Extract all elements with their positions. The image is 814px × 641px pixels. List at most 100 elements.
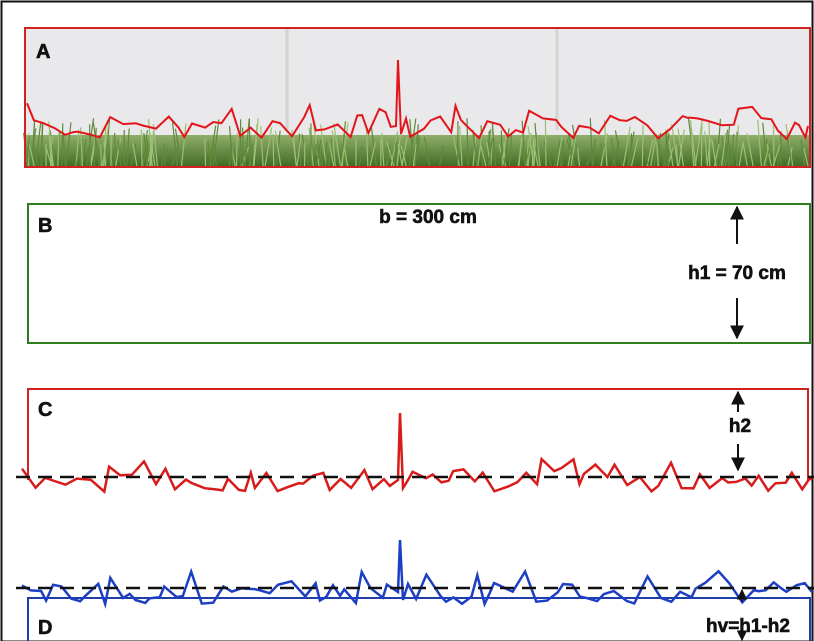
- grass-blade: [787, 139, 793, 167]
- grass-blade: [642, 146, 650, 167]
- grass-blade: [132, 143, 138, 167]
- grass-blade: [212, 119, 220, 167]
- grass-blade: [130, 143, 137, 167]
- grass-blade: [62, 132, 66, 167]
- grass-blade: [50, 136, 53, 167]
- grass-blade: [592, 138, 596, 167]
- grass-blade: [503, 128, 510, 167]
- grass-blade: [762, 139, 768, 167]
- height-label: h2: [729, 416, 751, 437]
- grass-blade: [409, 119, 415, 167]
- grass-blade: [264, 127, 273, 167]
- grass-blade: [704, 131, 708, 167]
- grass-blade: [358, 146, 363, 167]
- grass-blade: [488, 131, 492, 167]
- grass-blade: [439, 145, 444, 167]
- grass-blade: [385, 147, 389, 167]
- grass-blade: [65, 122, 72, 167]
- grass-blade: [452, 136, 461, 167]
- grass-blade: [171, 146, 179, 167]
- grass-blade: [520, 143, 527, 167]
- grass-blade: [298, 133, 302, 167]
- grass-blade: [725, 124, 731, 167]
- grass-blade: [228, 144, 232, 167]
- grass-blade: [517, 136, 523, 167]
- panel-label: B: [38, 215, 52, 237]
- panel-label: C: [38, 399, 52, 421]
- grass-blade: [253, 118, 259, 167]
- grass-blade: [776, 146, 783, 167]
- grass-blade: [764, 143, 772, 167]
- grass-blade: [700, 118, 703, 167]
- grass-blade: [331, 130, 336, 167]
- grass-blade: [397, 143, 403, 167]
- grass-blade: [381, 132, 385, 167]
- grass-blade: [48, 132, 52, 167]
- grass-blade: [656, 142, 659, 167]
- canopy-outline: [20, 412, 813, 494]
- grass-blade: [140, 129, 143, 167]
- panel-b: B b = 300 cm h1 = 70 cm: [27, 203, 811, 344]
- grass-blade: [292, 133, 297, 167]
- panel-label: D: [38, 617, 52, 639]
- grass-blade: [117, 139, 122, 167]
- grass-blade: [301, 133, 310, 167]
- grass-blade: [328, 142, 335, 167]
- grass-blade: [145, 139, 149, 167]
- grass-blade: [694, 122, 703, 167]
- grass-blade: [369, 142, 377, 167]
- panel-label: A: [36, 41, 50, 63]
- panel-c: C h2: [16, 388, 814, 494]
- grass-blade: [800, 139, 806, 167]
- canopy-outline: [21, 539, 813, 609]
- grass-blade: [766, 143, 772, 167]
- height-label: h1 = 70 cm: [688, 263, 786, 284]
- grass-blade: [524, 147, 531, 167]
- grass-blade: [412, 143, 417, 167]
- grass-blade: [212, 140, 217, 167]
- grass-blade: [61, 123, 64, 167]
- panel-a: A: [23, 27, 811, 168]
- grass-blade: [103, 125, 107, 167]
- grass-blade: [105, 118, 111, 167]
- grass-blade: [722, 129, 729, 167]
- grass-blade: [526, 139, 529, 167]
- grass-blade: [614, 130, 623, 167]
- panel-a-border: [24, 27, 811, 168]
- grass-blade: [713, 144, 720, 167]
- grass-blade: [666, 128, 674, 167]
- grass-blade: [370, 127, 377, 167]
- grass-blade: [727, 140, 735, 167]
- grass-blade: [386, 145, 391, 167]
- grass-blade: [320, 124, 327, 167]
- grass-blade: [665, 130, 670, 167]
- grass-blade: [272, 133, 275, 167]
- grass-blade: [341, 122, 349, 167]
- grass-blade: [730, 134, 735, 167]
- grass-blade: [100, 144, 102, 167]
- grass-blade: [260, 126, 264, 167]
- panel-c-border: [27, 388, 809, 480]
- grass-blade: [480, 144, 487, 167]
- grass-blade: [556, 137, 563, 167]
- grass-blade: [577, 147, 581, 167]
- grass-blade: [107, 142, 114, 167]
- grass-blade: [171, 121, 178, 167]
- grass-blade: [716, 118, 722, 167]
- grass-blade: [28, 144, 35, 167]
- grass-blade: [600, 133, 609, 167]
- grass-blade: [627, 131, 635, 167]
- grass-blade: [252, 137, 257, 167]
- grass-blade: [423, 136, 431, 167]
- grass-blade: [689, 119, 697, 167]
- grass-blade: [393, 143, 397, 167]
- grass-blade: [721, 132, 727, 167]
- grass-blade: [101, 124, 110, 167]
- grass-blade: [228, 126, 234, 167]
- grass-blade: [610, 138, 616, 167]
- grass-blade: [235, 133, 238, 167]
- grass-blade: [589, 118, 594, 167]
- grass-blade: [532, 141, 539, 167]
- grass-blade: [328, 138, 333, 167]
